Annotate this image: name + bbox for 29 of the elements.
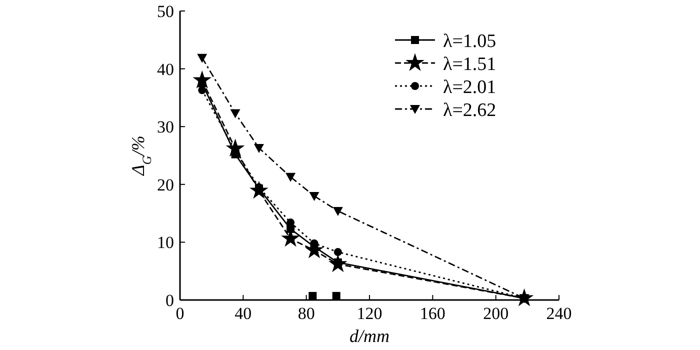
point	[332, 206, 343, 216]
point	[308, 292, 317, 300]
point	[334, 248, 342, 256]
x-tick-label: 120	[356, 304, 382, 323]
point	[198, 86, 206, 94]
x-tick-label: 80	[298, 304, 315, 323]
legend-label: λ=2.01	[443, 77, 496, 98]
legend-label: λ=2.62	[443, 100, 496, 121]
point	[192, 70, 212, 88]
point	[197, 54, 208, 63]
y-tick-label: 20	[157, 175, 174, 194]
point	[332, 292, 340, 300]
x-axis-title: d/mm	[350, 326, 390, 346]
legend-label: λ=1.51	[443, 54, 496, 75]
y-tick-label: 0	[166, 291, 174, 310]
point	[254, 144, 264, 153]
point	[309, 192, 320, 201]
x-tick-label: 240	[546, 304, 572, 323]
point	[328, 254, 348, 272]
x-tick-label: 160	[420, 304, 446, 323]
point	[286, 172, 296, 182]
y-tick-label: 40	[157, 60, 174, 79]
y-tick-label: 50	[157, 2, 174, 21]
x-tick-label: 200	[483, 304, 509, 323]
legend-label: λ=1.05	[443, 31, 496, 52]
y-tick-label: 30	[157, 118, 174, 137]
x-tick-label: 40	[234, 304, 252, 323]
y-tick-label: 10	[157, 233, 174, 252]
point	[230, 109, 240, 118]
